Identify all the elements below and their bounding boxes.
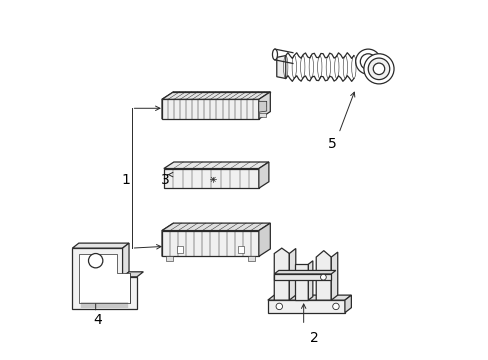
Polygon shape bbox=[274, 270, 335, 274]
Polygon shape bbox=[258, 92, 270, 119]
Polygon shape bbox=[344, 295, 351, 313]
Circle shape bbox=[332, 303, 339, 310]
Polygon shape bbox=[122, 272, 143, 277]
Polygon shape bbox=[162, 230, 258, 256]
Polygon shape bbox=[294, 264, 308, 300]
Circle shape bbox=[355, 49, 380, 74]
Polygon shape bbox=[276, 55, 285, 78]
Polygon shape bbox=[274, 248, 289, 300]
Text: 4: 4 bbox=[93, 313, 102, 327]
Polygon shape bbox=[177, 246, 183, 253]
Polygon shape bbox=[258, 162, 268, 188]
Polygon shape bbox=[122, 243, 129, 277]
Text: 2: 2 bbox=[309, 331, 318, 345]
Polygon shape bbox=[238, 246, 244, 253]
Polygon shape bbox=[163, 168, 258, 188]
Circle shape bbox=[372, 63, 384, 75]
Circle shape bbox=[320, 274, 325, 280]
Polygon shape bbox=[165, 256, 172, 261]
Circle shape bbox=[276, 303, 282, 310]
Polygon shape bbox=[258, 102, 265, 106]
Polygon shape bbox=[72, 243, 129, 248]
Circle shape bbox=[363, 54, 393, 84]
Ellipse shape bbox=[272, 49, 277, 60]
Polygon shape bbox=[330, 252, 337, 300]
Circle shape bbox=[367, 58, 389, 80]
Polygon shape bbox=[162, 92, 270, 99]
Polygon shape bbox=[258, 101, 266, 112]
Circle shape bbox=[88, 253, 102, 268]
Text: 5: 5 bbox=[327, 137, 336, 151]
Polygon shape bbox=[162, 99, 258, 119]
Polygon shape bbox=[258, 223, 270, 256]
Text: 3: 3 bbox=[161, 173, 170, 187]
Polygon shape bbox=[247, 256, 255, 261]
Polygon shape bbox=[267, 300, 344, 313]
Polygon shape bbox=[163, 162, 268, 168]
Polygon shape bbox=[308, 261, 312, 300]
Polygon shape bbox=[267, 295, 351, 300]
Polygon shape bbox=[72, 248, 137, 309]
Polygon shape bbox=[258, 113, 265, 117]
Polygon shape bbox=[274, 274, 330, 280]
Polygon shape bbox=[316, 251, 330, 300]
Polygon shape bbox=[289, 248, 295, 300]
Polygon shape bbox=[162, 92, 173, 119]
Text: 1: 1 bbox=[122, 173, 130, 187]
Polygon shape bbox=[162, 223, 270, 230]
Polygon shape bbox=[162, 223, 173, 256]
Polygon shape bbox=[79, 253, 130, 303]
